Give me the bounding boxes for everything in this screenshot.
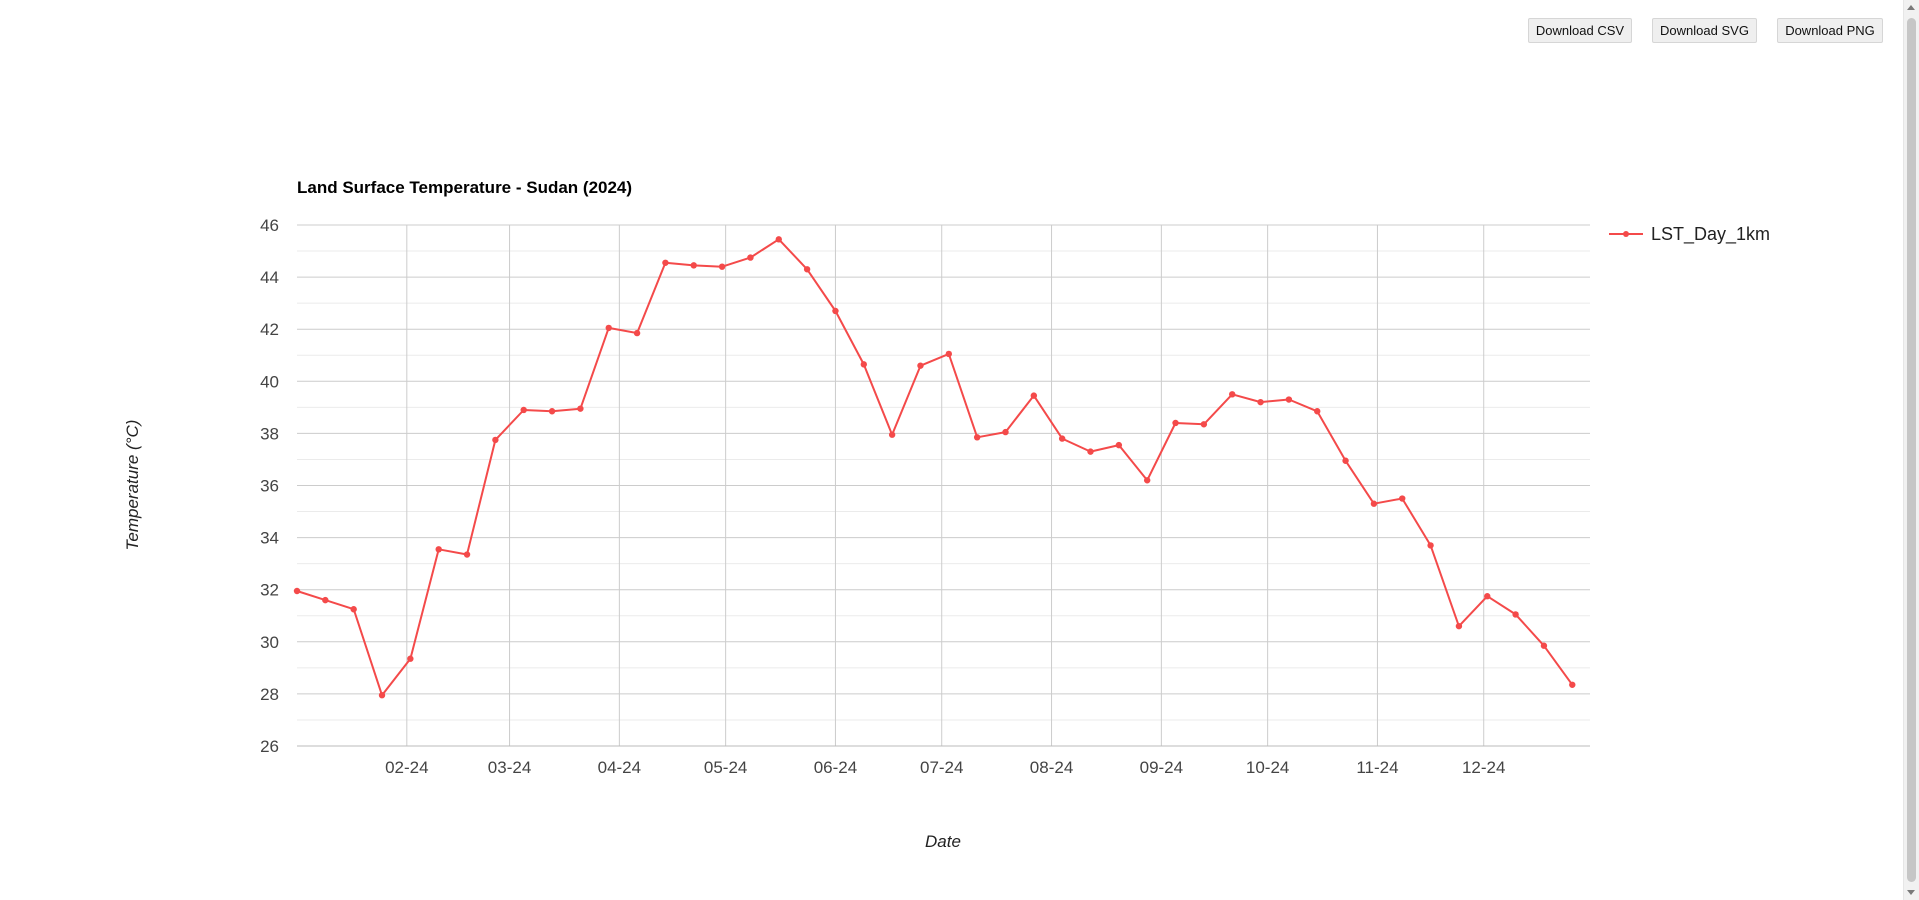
data-point <box>973 434 981 441</box>
data-point <box>832 307 839 315</box>
y-tick-label: 30 <box>260 633 279 652</box>
legend[interactable]: LST_Day_1km <box>1609 224 1770 245</box>
data-point <box>860 361 867 368</box>
data-point <box>1455 622 1463 630</box>
y-tick-label: 44 <box>260 268 279 287</box>
scrollbar-thumb[interactable] <box>1907 18 1916 882</box>
legend-label: LST_Day_1km <box>1651 224 1770 245</box>
x-tick-label: 07-24 <box>920 758 963 777</box>
scroll-up-arrow-icon[interactable] <box>1907 5 1915 10</box>
x-tick-label: 08-24 <box>1030 758 1073 777</box>
x-axis-ticks: 02-24 03-24 04-24 05-24 06-24 07-24 08-24 09-24… <box>385 758 1505 777</box>
x-tick-label: 11-24 <box>1356 758 1398 777</box>
data-point <box>1342 457 1349 464</box>
data-point <box>1484 593 1491 600</box>
y-tick-label: 34 <box>260 529 279 548</box>
data-point <box>1172 419 1179 427</box>
y-tick-label: 28 <box>260 685 279 704</box>
data-point <box>1399 495 1406 502</box>
data-point <box>1540 642 1548 649</box>
series-line-lst-day-1km <box>296 238 1574 697</box>
data-point <box>463 551 471 558</box>
y-tick-label: 36 <box>260 477 279 496</box>
download-svg-button[interactable]: Download SVG <box>1652 18 1757 43</box>
series-layer <box>293 236 1576 699</box>
data-point <box>492 436 499 444</box>
data-point <box>803 266 811 273</box>
data-point <box>1427 542 1434 549</box>
data-point <box>1512 611 1519 618</box>
scroll-down-arrow-icon[interactable] <box>1907 890 1915 895</box>
vertical-scrollbar[interactable] <box>1903 0 1919 900</box>
data-point <box>945 350 953 358</box>
data-point <box>1087 448 1094 455</box>
legend-marker-swatch <box>1623 231 1629 237</box>
x-tick-label: 02-24 <box>385 758 428 777</box>
y-tick-label: 42 <box>260 320 279 339</box>
data-point <box>662 259 669 266</box>
data-point <box>1030 392 1038 399</box>
data-point <box>1143 477 1151 484</box>
data-point <box>917 362 924 369</box>
data-point <box>407 655 414 662</box>
data-point <box>633 329 641 337</box>
data-point <box>718 263 726 270</box>
x-tick-label: 12-24 <box>1462 758 1505 777</box>
y-tick-label: 46 <box>260 216 279 235</box>
x-tick-label: 03-24 <box>488 758 531 777</box>
x-tick-label: 04-24 <box>598 758 641 777</box>
download-png-button[interactable]: Download PNG <box>1777 18 1883 43</box>
chart-title: Land Surface Temperature - Sudan (2024) <box>297 178 632 197</box>
data-point <box>1058 435 1066 442</box>
major-gridlines <box>297 224 1590 747</box>
data-point <box>378 692 386 699</box>
y-tick-label: 40 <box>260 372 279 391</box>
y-axis-label: Temperature (°C) <box>123 420 142 551</box>
data-point <box>605 324 612 332</box>
data-point <box>435 546 442 553</box>
data-point <box>888 431 896 438</box>
x-tick-label: 09-24 <box>1140 758 1183 777</box>
x-tick-label: 10-24 <box>1246 758 1289 777</box>
y-tick-label: 32 <box>260 581 279 600</box>
y-tick-label: 38 <box>260 424 279 443</box>
data-point <box>577 405 584 412</box>
x-axis-label: Date <box>925 832 961 851</box>
y-axis-ticks: 26 28 30 32 34 36 38 40 42 44 46 <box>260 216 279 756</box>
data-point <box>1229 391 1236 398</box>
x-tick-label: 06-24 <box>814 758 857 777</box>
data-point <box>1314 408 1321 415</box>
data-point <box>747 254 754 261</box>
x-tick-label: 05-24 <box>704 758 747 777</box>
data-point <box>1370 500 1378 507</box>
data-point <box>350 606 357 613</box>
data-point <box>1257 398 1264 406</box>
y-tick-label: 26 <box>260 737 279 756</box>
data-point <box>1115 441 1123 449</box>
data-point <box>1002 428 1009 436</box>
data-point <box>1200 421 1208 428</box>
data-point <box>548 408 556 415</box>
minor-gridlines <box>297 250 1590 721</box>
data-point <box>1285 396 1293 403</box>
data-point <box>293 587 301 595</box>
data-point <box>1569 681 1576 688</box>
download-csv-button[interactable]: Download CSV <box>1528 18 1632 43</box>
data-point <box>775 236 782 243</box>
data-point <box>520 406 527 414</box>
data-point <box>322 596 329 604</box>
data-point <box>690 262 697 269</box>
